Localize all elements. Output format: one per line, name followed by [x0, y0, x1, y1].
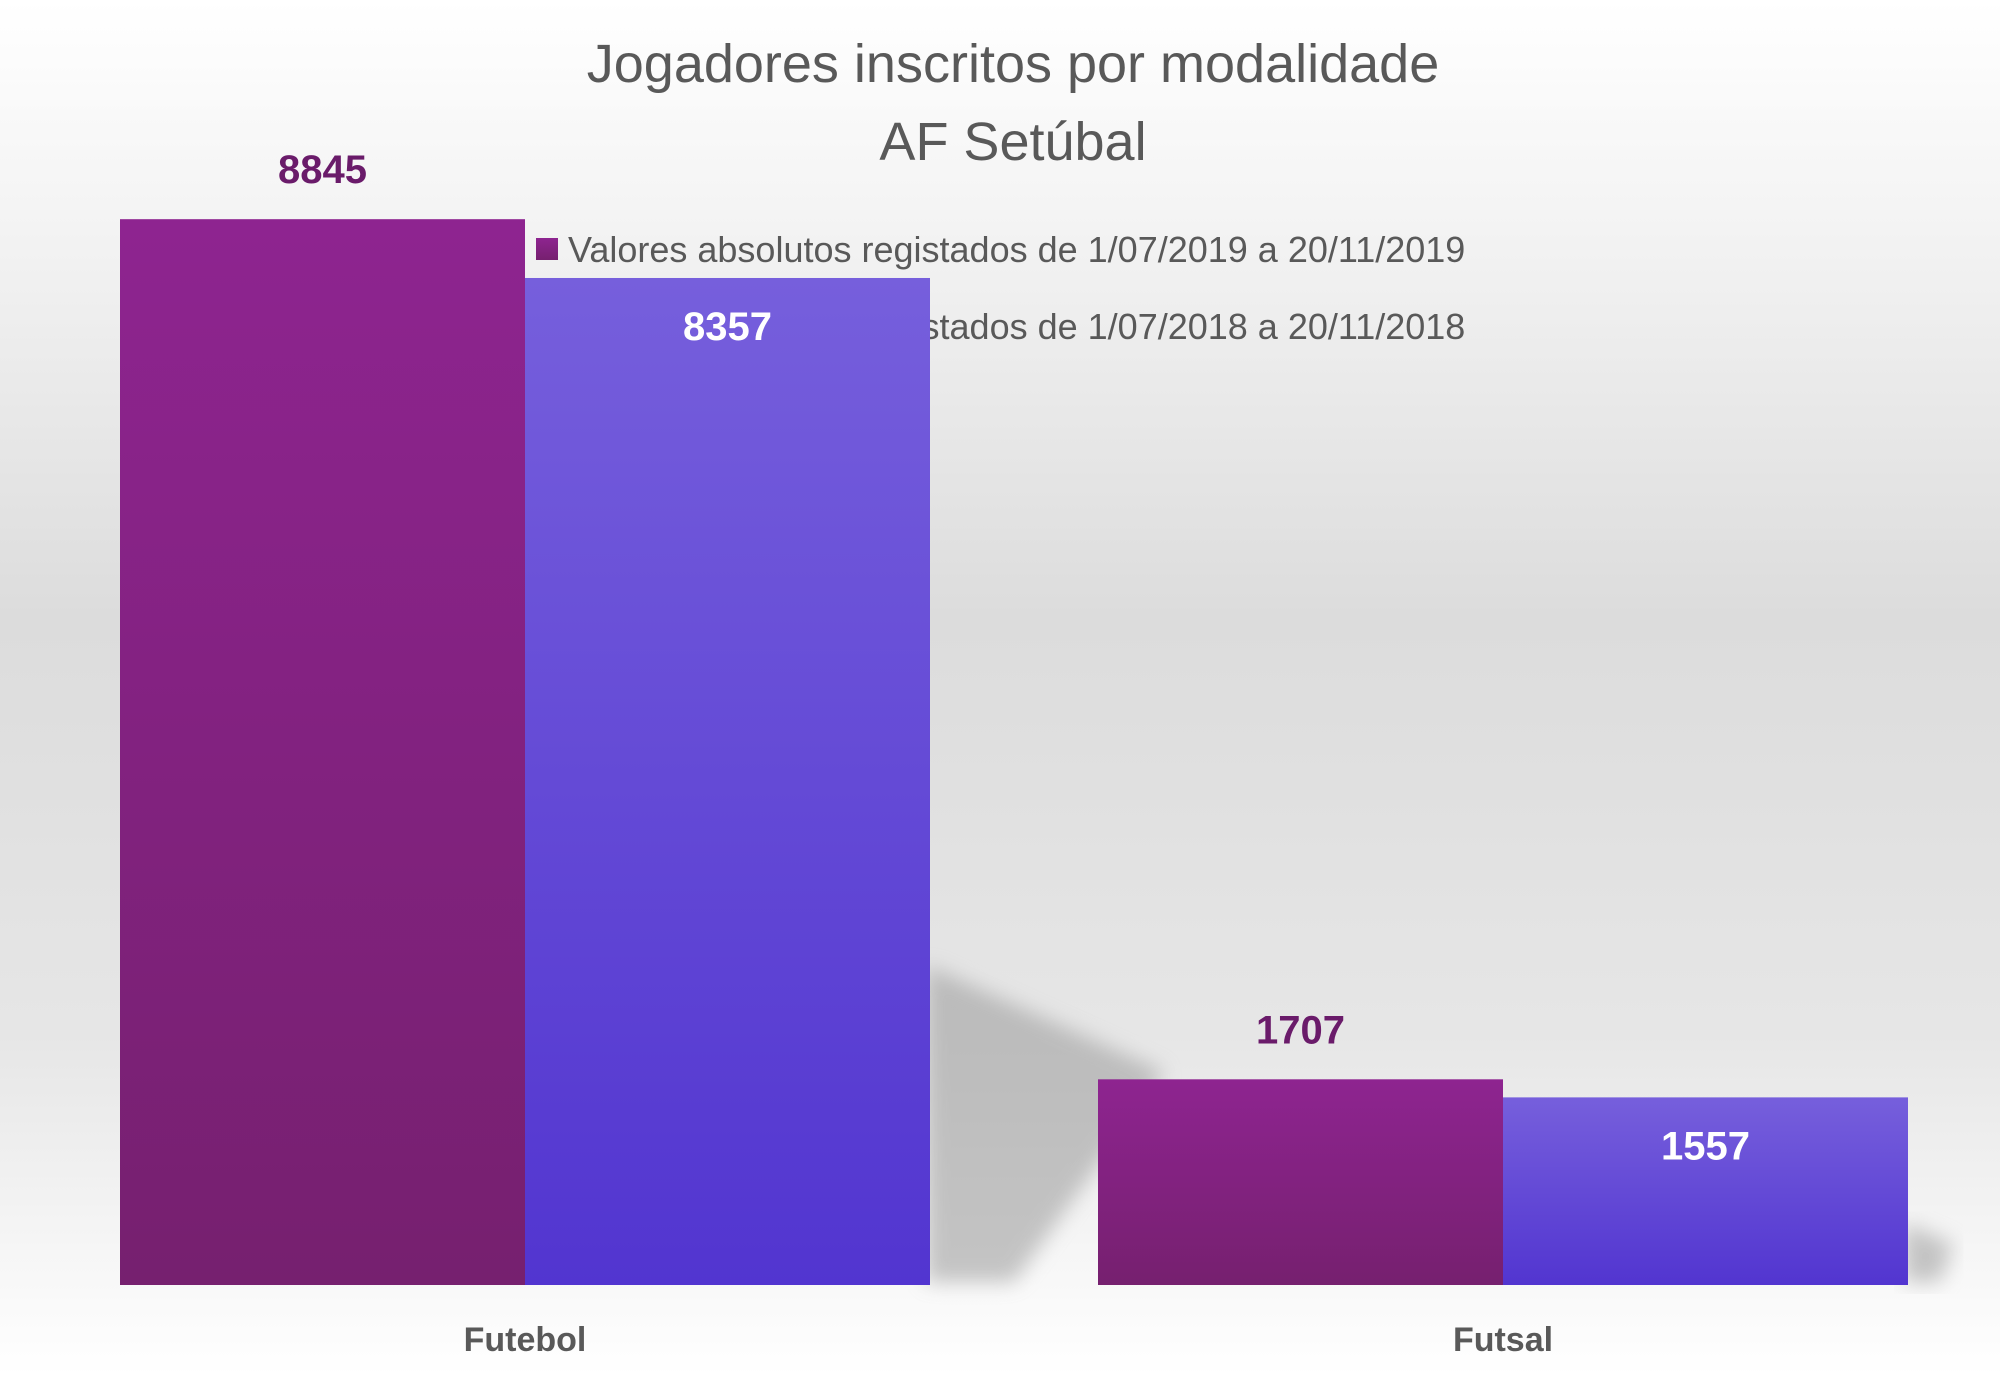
bar-shadow-futebol	[926, 965, 1165, 1282]
bar-futsal-series-2	[1503, 1097, 1908, 1285]
data-labels: 8845 8357 1707 1557	[278, 148, 1750, 1168]
data-label-futsal-series-2: 1557	[1661, 1124, 1750, 1168]
bars	[120, 219, 1908, 1286]
category-label-futebol: Futebol	[464, 1321, 587, 1359]
bar-futebol-series-1	[120, 219, 525, 1286]
chart-title: Jogadores inscritos por modalidade AF Se…	[587, 34, 1439, 172]
legend-swatch-1	[536, 238, 558, 260]
chart-title-line-1: Jogadores inscritos por modalidade	[587, 34, 1439, 94]
category-label-futsal: Futsal	[1453, 1321, 1553, 1359]
data-label-futebol-series-1: 8845	[278, 148, 367, 192]
legend-label-1: Valores absolutos registados de 1/07/201…	[568, 229, 1465, 270]
bar-shadow-futsal	[1904, 1223, 1954, 1282]
category-axis-labels: Futebol Futsal	[464, 1321, 1553, 1359]
bar-futebol-series-2	[525, 277, 930, 1285]
bar-futsal-series-1	[1098, 1079, 1503, 1285]
bar-shadows	[926, 965, 1954, 1282]
data-label-futsal-series-1: 1707	[1256, 1008, 1345, 1052]
chart-title-line-2: AF Setúbal	[879, 112, 1146, 172]
data-label-futebol-series-2: 8357	[683, 305, 772, 349]
